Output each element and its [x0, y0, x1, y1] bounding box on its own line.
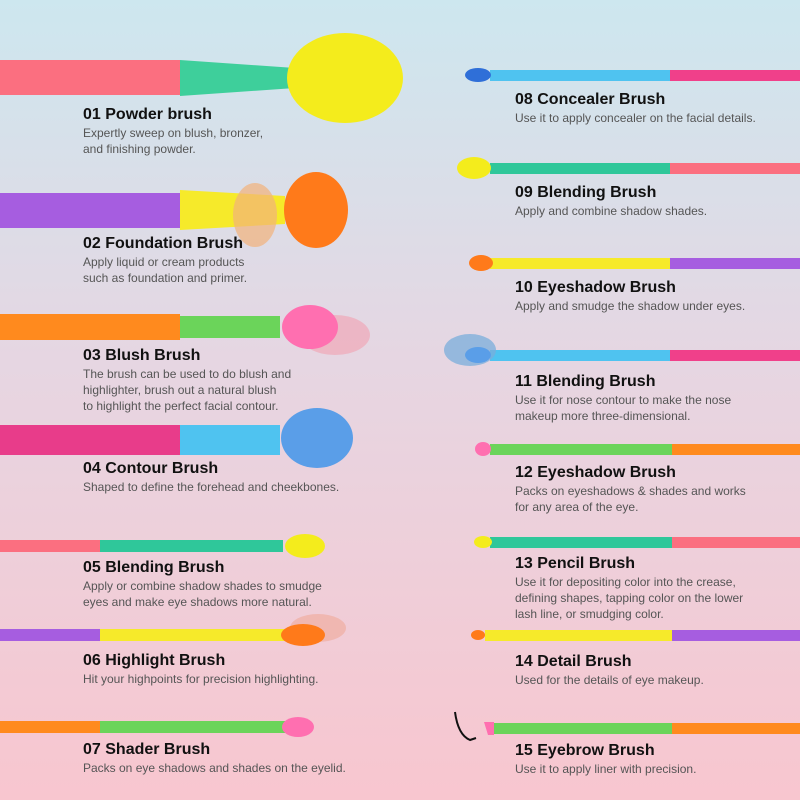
brush-description: Use it for nose contour to make the nose — [515, 393, 732, 407]
handle — [672, 537, 800, 548]
handle — [670, 258, 800, 269]
brush-title: 04 Contour Brush — [83, 460, 219, 477]
brush-description: Apply and smudge the shadow under eyes. — [515, 299, 746, 313]
brush-description: lash line, or smudging color. — [515, 607, 664, 621]
bristle — [469, 255, 493, 271]
bristle — [465, 68, 491, 82]
brush-description: The brush can be used to do blush and — [83, 367, 292, 381]
brush-description: Used for the details of eye makeup. — [515, 673, 704, 687]
brush-title: 08 Concealer Brush — [515, 91, 666, 108]
brush-title: 11 Blending Brush — [515, 373, 656, 390]
ferrule — [100, 629, 285, 641]
handle — [0, 314, 180, 340]
handle — [0, 60, 180, 95]
ferrule — [180, 425, 280, 455]
brush-description: defining shapes, tapping color on the lo… — [515, 591, 744, 605]
brush-description: eyes and make eye shadows more natural. — [83, 595, 312, 609]
brush-description: Hit your highpoints for precision highli… — [83, 672, 319, 686]
brush-title: 02 Foundation Brush — [83, 235, 243, 252]
brush-title: 15 Eyebrow Brush — [515, 742, 655, 759]
ferrule — [492, 723, 672, 734]
ferrule — [180, 316, 280, 338]
bristle — [287, 33, 403, 123]
brush-description: Use it for depositing color into the cre… — [515, 575, 736, 589]
handle — [0, 629, 100, 641]
bristle — [484, 722, 494, 735]
bristle — [281, 624, 325, 646]
ferrule — [100, 721, 290, 733]
handle — [672, 630, 800, 641]
brush-title: 07 Shader Brush — [83, 741, 211, 758]
handle — [0, 193, 180, 228]
bristle — [457, 157, 491, 179]
brush-title: 03 Blush Brush — [83, 347, 201, 364]
brush-description: highlighter, brush out a natural blush — [83, 383, 277, 397]
handle — [670, 350, 800, 361]
handle — [672, 444, 800, 455]
brush-description: Use it to apply concealer on the facial … — [515, 111, 756, 125]
ferrule — [490, 537, 672, 548]
handle — [0, 721, 100, 733]
brush-description: for any area of the eye. — [515, 500, 639, 514]
bristle — [475, 442, 491, 456]
brush-title: 09 Blending Brush — [515, 184, 657, 201]
brush-title: 05 Blending Brush — [83, 559, 225, 576]
bristle — [282, 305, 338, 349]
brush-description: Expertly sweep on blush, bronzer, — [83, 126, 264, 140]
liner-stroke — [454, 711, 477, 742]
handle — [670, 163, 800, 174]
brush-title: 12 Eyeshadow Brush — [515, 464, 676, 481]
brush-description: Apply liquid or cream products — [83, 255, 245, 269]
bristle — [465, 347, 491, 363]
ferrule — [490, 163, 670, 174]
brush-description: Packs on eye shadows and shades on the e… — [83, 761, 346, 775]
brush-title: 13 Pencil Brush — [515, 555, 636, 572]
brush-description: and finishing powder. — [83, 142, 196, 156]
ferrule — [490, 70, 670, 81]
handle — [672, 723, 800, 734]
bristle — [281, 408, 353, 468]
ferrule — [490, 444, 672, 455]
ferrule — [490, 350, 670, 361]
brush-description: makeup more three-dimensional. — [515, 409, 691, 423]
brush-description: Use it to apply liner with precision. — [515, 762, 697, 776]
brush-description: Apply or combine shadow shades to smudge — [83, 579, 322, 593]
brush-title: 06 Highlight Brush — [83, 652, 226, 669]
bristle — [471, 630, 485, 640]
bristle — [282, 717, 314, 737]
swatch — [233, 183, 277, 247]
ferrule — [485, 630, 672, 641]
bristle — [474, 536, 492, 548]
bristle — [285, 534, 325, 558]
brush-title: 10 Eyeshadow Brush — [515, 279, 676, 296]
handle — [670, 70, 800, 81]
brush-description: Shaped to define the forehead and cheekb… — [83, 480, 340, 494]
ferrule — [100, 540, 283, 552]
handle — [0, 425, 180, 455]
ferrule — [490, 258, 670, 269]
brush-description: Packs on eyeshadows & shades and works — [515, 484, 746, 498]
brush-description: such as foundation and primer. — [83, 271, 248, 285]
brush-description: to highlight the perfect facial contour. — [83, 399, 279, 413]
brush-title: 14 Detail Brush — [515, 653, 632, 670]
handle — [0, 540, 100, 552]
bristle — [284, 172, 348, 248]
brush-title: 01 Powder brush — [83, 106, 212, 123]
ferrule — [180, 60, 295, 96]
brush-description: Apply and combine shadow shades. — [515, 204, 708, 218]
